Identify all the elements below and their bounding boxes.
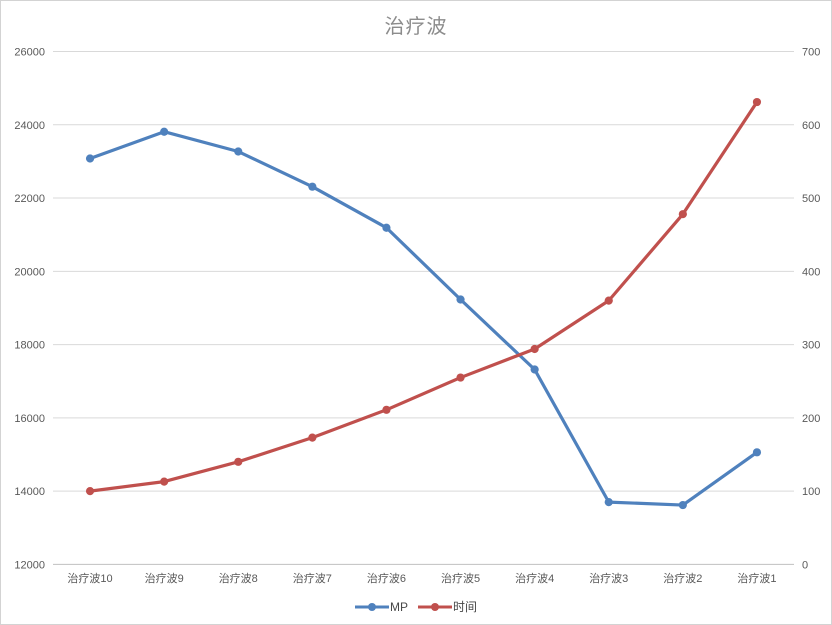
data-point-marker-time (160, 477, 169, 486)
data-point-marker-time (604, 296, 613, 305)
left-axis-tick-label: 12000 (14, 559, 45, 571)
legend-item: MP (354, 599, 408, 614)
data-point-marker-mp (456, 295, 465, 304)
x-axis-category-label: 治疗波7 (293, 571, 332, 585)
data-point-marker-mp (382, 223, 391, 232)
data-point-marker-time (678, 210, 687, 219)
data-point-marker-time (752, 97, 762, 107)
legend-marker (367, 602, 376, 611)
data-point-marker-time (382, 405, 391, 414)
left-axis-tick-label: 14000 (14, 486, 45, 498)
legend-line-marker-swatch (417, 602, 452, 611)
data-point-marker-time (308, 433, 317, 442)
x-axis-category-label: 治疗波10 (67, 571, 112, 585)
data-point-marker-mp (752, 448, 762, 457)
x-axis-category-label: 治疗波9 (145, 571, 184, 585)
right-axis-tick-label: 700 (802, 47, 820, 59)
data-point-marker-time (234, 457, 243, 466)
right-axis-tick-label: 500 (802, 193, 820, 205)
right-axis-tick-label: 0 (802, 559, 808, 571)
x-axis-category-label: 治疗波3 (589, 571, 628, 585)
left-axis-tick-label: 22000 (14, 193, 45, 205)
legend-label: 时间 (452, 600, 477, 614)
legend: MP 时间 (1, 598, 831, 615)
right-axis-tick-label: 200 (802, 413, 820, 425)
data-point-marker-mp (678, 500, 687, 510)
left-axis-tick-label: 20000 (14, 266, 45, 278)
x-axis-category-label: 治疗波5 (441, 571, 480, 585)
data-point-marker-mp (160, 127, 169, 136)
series-line-mp (88, 130, 759, 507)
legend-item: 时间 (417, 598, 477, 615)
x-axis-category-label: 治疗波8 (219, 571, 258, 585)
legend-label: MP (389, 599, 408, 614)
data-point-marker-mp (234, 147, 243, 156)
series-line-time (88, 100, 759, 493)
x-axis-category-label: 治疗波2 (663, 571, 702, 585)
right-axis-tick-label: 100 (802, 486, 820, 498)
chart-title: 治疗波 (384, 16, 448, 38)
data-point-marker-time (530, 344, 539, 354)
right-axis-tick-label: 600 (802, 120, 820, 132)
right-axis-tick-label: 300 (802, 340, 820, 352)
data-point-marker-mp (308, 182, 317, 191)
left-axis-tick-label: 24000 (14, 120, 45, 132)
data-point-marker-time (85, 487, 95, 496)
left-axis-tick-label: 16000 (14, 413, 45, 425)
right-axis-tick-label: 400 (802, 266, 820, 278)
x-axis-category-label: 治疗波6 (367, 571, 406, 585)
legend-marker (430, 602, 439, 611)
x-axis-category-label: 治疗波1 (737, 571, 776, 585)
data-point-marker-mp (604, 498, 613, 507)
left-axis-tick-label: 18000 (14, 340, 45, 352)
data-point-marker-time (456, 373, 465, 382)
left-axis-tick-label: 26000 (14, 47, 45, 59)
legend-line-marker-swatch (354, 602, 389, 611)
data-point-marker-mp (530, 365, 539, 374)
x-axis-category-label: 治疗波4 (515, 571, 554, 585)
data-point-marker-mp (85, 154, 95, 163)
